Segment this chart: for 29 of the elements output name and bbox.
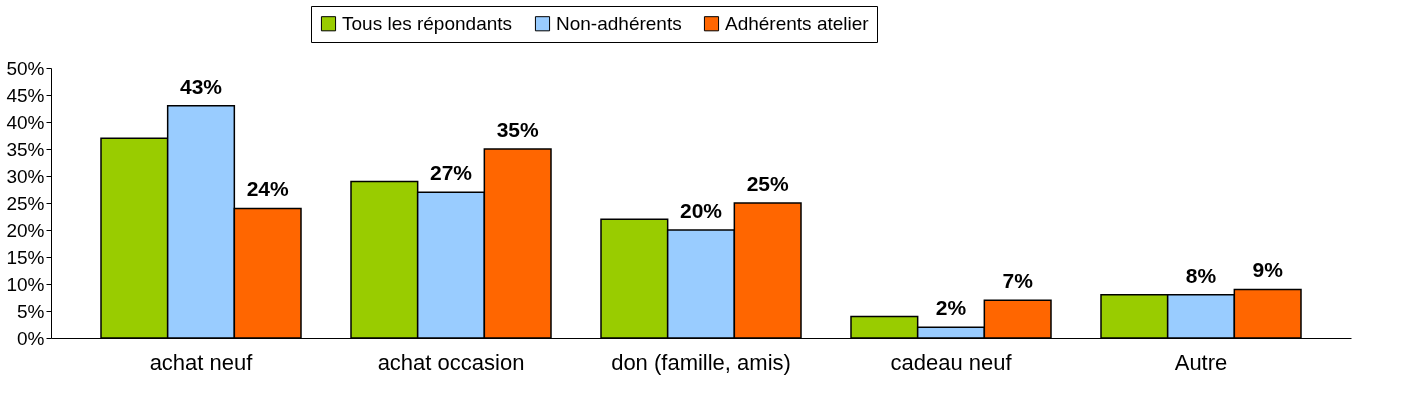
x-tick-label: achat neuf: [149, 349, 254, 375]
data-label: 24%: [246, 177, 290, 201]
legend-label: Non-adhérents: [556, 12, 682, 34]
y-tick-label: 50%: [6, 57, 45, 79]
legend-label: Tous les répondants: [342, 12, 513, 34]
y-tick-label: 35%: [6, 138, 45, 160]
x-tick-label: don (famille, amis): [611, 349, 791, 375]
legend-label: Adhérents atelier: [725, 12, 870, 34]
data-label: 20%: [679, 199, 723, 222]
data-label: 25%: [746, 172, 790, 195]
y-tick-label: 0%: [17, 327, 45, 349]
x-tick-label: cadeau neuf: [890, 349, 1013, 375]
y-tick-label: 5%: [17, 300, 45, 322]
x-tick-label: achat occasion: [377, 349, 525, 375]
data-label: 27%: [429, 161, 473, 185]
data-label: 35%: [496, 118, 540, 141]
x-tick-label: Autre: [1174, 349, 1228, 375]
y-tick-label: 45%: [6, 84, 45, 106]
data-label: 8%: [1185, 263, 1217, 287]
y-tick-label: 20%: [6, 219, 45, 241]
y-tick-label: 30%: [6, 165, 45, 187]
y-tick-label: 25%: [6, 192, 45, 214]
data-label: 9%: [1252, 258, 1284, 282]
data-label: 43%: [179, 74, 223, 98]
y-tick-label: 15%: [6, 246, 45, 268]
data-label: 7%: [1002, 269, 1034, 293]
y-tick-label: 40%: [6, 111, 45, 133]
data-label: 2%: [935, 296, 967, 320]
y-tick-label: 10%: [6, 273, 45, 295]
